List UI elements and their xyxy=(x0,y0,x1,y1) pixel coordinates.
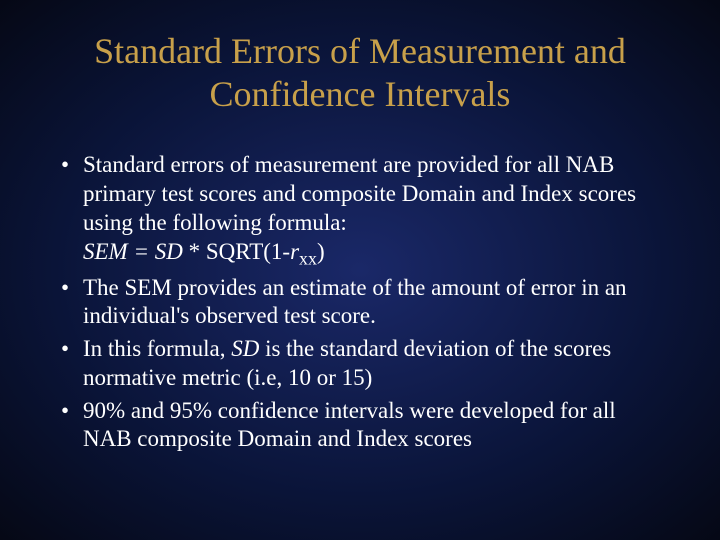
bullet-list: Standard errors of measurement are provi… xyxy=(55,151,665,454)
slide-container: Standard Errors of Measurement and Confi… xyxy=(0,0,720,488)
list-item: 90% and 95% confidence intervals were de… xyxy=(55,397,665,455)
slide-title: Standard Errors of Measurement and Confi… xyxy=(55,30,665,116)
list-item: In this formula, SD is the standard devi… xyxy=(55,335,665,393)
list-item: The SEM provides an estimate of the amou… xyxy=(55,274,665,332)
list-item: Standard errors of measurement are provi… xyxy=(55,151,665,269)
